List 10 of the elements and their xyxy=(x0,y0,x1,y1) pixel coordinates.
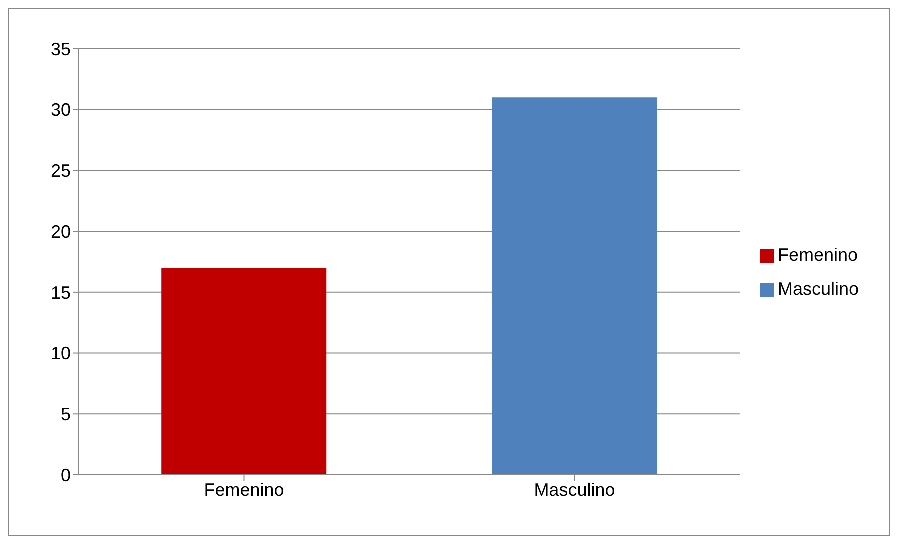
y-tick-label: 30 xyxy=(50,100,71,120)
y-tick-label: 25 xyxy=(50,161,71,182)
y-tick-label: 5 xyxy=(60,404,71,425)
y-tick-label: 15 xyxy=(50,282,71,303)
y-tick-label: 35 xyxy=(50,39,71,60)
y-tick-label: 20 xyxy=(50,222,71,242)
legend-label: Femenino xyxy=(778,245,858,265)
legend-label: Masculino xyxy=(778,279,859,299)
y-tick-label: 0 xyxy=(60,465,71,486)
y-tick-label: 10 xyxy=(50,344,71,364)
